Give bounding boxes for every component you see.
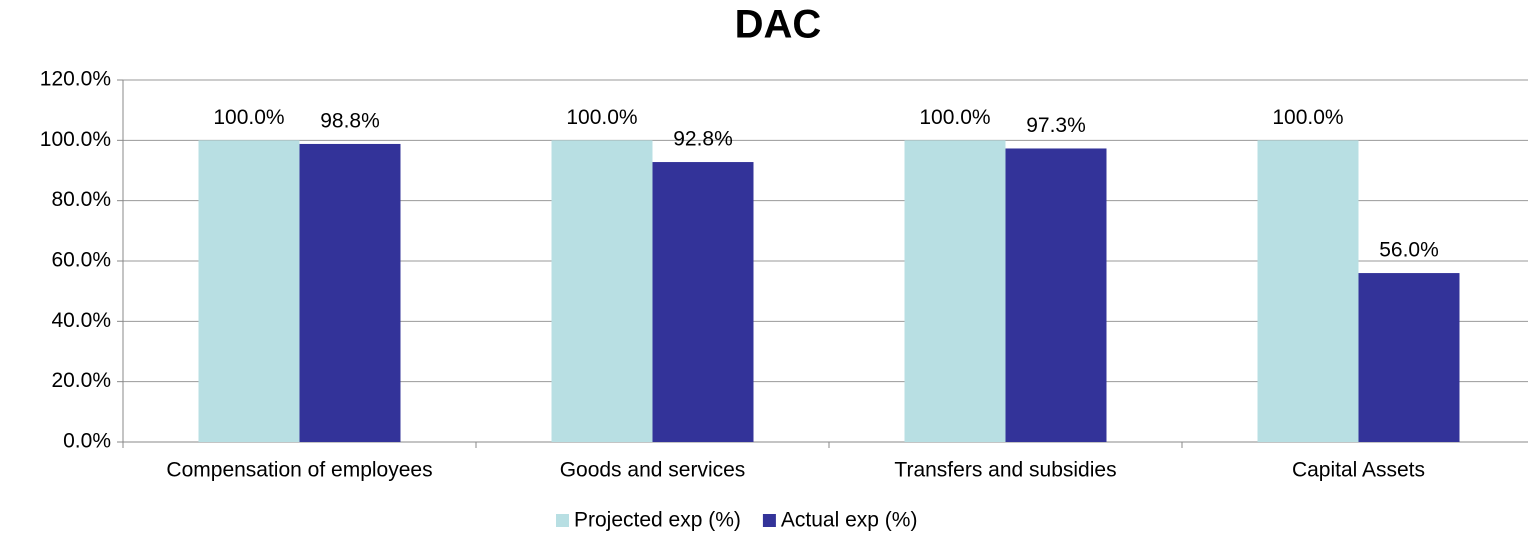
y-tick-label: 80.0% bbox=[51, 188, 111, 211]
value-label: 92.8% bbox=[673, 128, 733, 151]
bar bbox=[904, 140, 1006, 443]
y-tick-label: 40.0% bbox=[51, 309, 111, 332]
y-tick-label: 60.0% bbox=[51, 249, 111, 272]
y-tick-label: 0.0% bbox=[63, 430, 111, 453]
x-tick-label: Capital Assets bbox=[1292, 459, 1425, 482]
value-label: 100.0% bbox=[566, 106, 637, 129]
x-tick-label: Compensation of employees bbox=[166, 459, 432, 482]
bar bbox=[198, 140, 300, 443]
bar bbox=[551, 140, 653, 443]
value-label: 97.3% bbox=[1026, 114, 1086, 137]
chart-title: DAC bbox=[735, 3, 822, 47]
legend-swatch bbox=[556, 514, 569, 527]
value-label: 100.0% bbox=[919, 106, 990, 129]
y-tick-label: 20.0% bbox=[51, 369, 111, 392]
bar bbox=[1358, 273, 1460, 442]
bar bbox=[1005, 148, 1107, 442]
y-tick-label: 100.0% bbox=[40, 128, 111, 151]
x-tick-label: Transfers and subsidies bbox=[894, 459, 1116, 482]
x-tick-label: Goods and services bbox=[560, 459, 746, 482]
value-label: 100.0% bbox=[213, 106, 284, 129]
legend-label: Projected exp (%) bbox=[574, 509, 741, 532]
value-label: 56.0% bbox=[1379, 239, 1439, 262]
bar bbox=[652, 162, 754, 442]
legend-swatch bbox=[762, 514, 776, 527]
value-label: 98.8% bbox=[320, 110, 380, 133]
bar bbox=[1257, 140, 1359, 443]
value-label: 100.0% bbox=[1272, 106, 1343, 129]
bar bbox=[299, 143, 401, 442]
legend-label: Actual exp (%) bbox=[781, 509, 918, 532]
y-tick-label: 120.0% bbox=[40, 68, 111, 91]
